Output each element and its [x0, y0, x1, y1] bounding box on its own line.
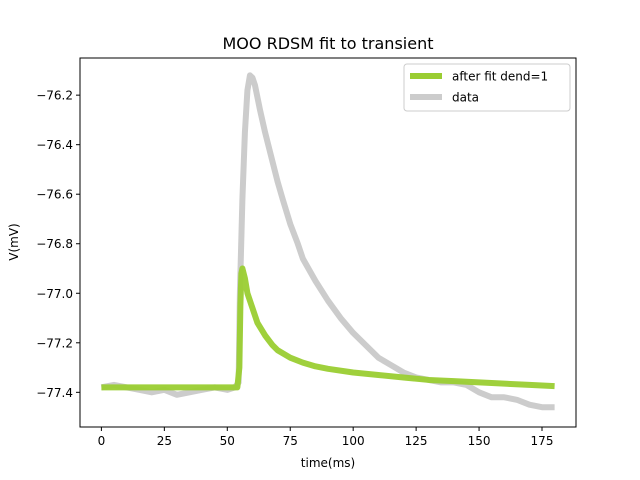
y-tick-label: −77.0 [36, 287, 73, 301]
x-tick-label: 125 [405, 434, 428, 448]
legend-label-data: data [452, 91, 479, 105]
x-tick-label: 25 [157, 434, 172, 448]
x-axis-label: time(ms) [301, 456, 355, 470]
x-tick-label: 150 [468, 434, 491, 448]
y-tick-label: −76.6 [36, 188, 73, 202]
y-tick-label: −77.2 [36, 336, 73, 350]
y-tick-label: −77.4 [36, 386, 73, 400]
x-tick-label: 175 [531, 434, 554, 448]
legend-box [403, 63, 571, 112]
legend: after fit dend=1 data [403, 63, 571, 112]
legend-label-after-fit: after fit dend=1 [452, 70, 548, 84]
series-line-after-fit [101, 265, 555, 391]
x-tick-label: 100 [342, 434, 365, 448]
plot-frame [79, 57, 577, 428]
plot-area [100, 72, 555, 411]
x-tick-label: 75 [283, 434, 298, 448]
y-tick-label: −76.2 [36, 89, 73, 103]
y-axis-label: V(mV) [7, 223, 21, 260]
x-tick-label: 0 [98, 434, 106, 448]
y-tick-label: −76.4 [36, 138, 73, 152]
axes: 0 25 50 75 100 125 150 175 −77.4 −77.2 −77.0 −76.8 −… [36, 89, 553, 448]
x-tick-label: 50 [220, 434, 235, 448]
y-tick-label: −76.8 [36, 237, 73, 251]
chart-title: MOO RDSM fit to transient [223, 34, 434, 53]
